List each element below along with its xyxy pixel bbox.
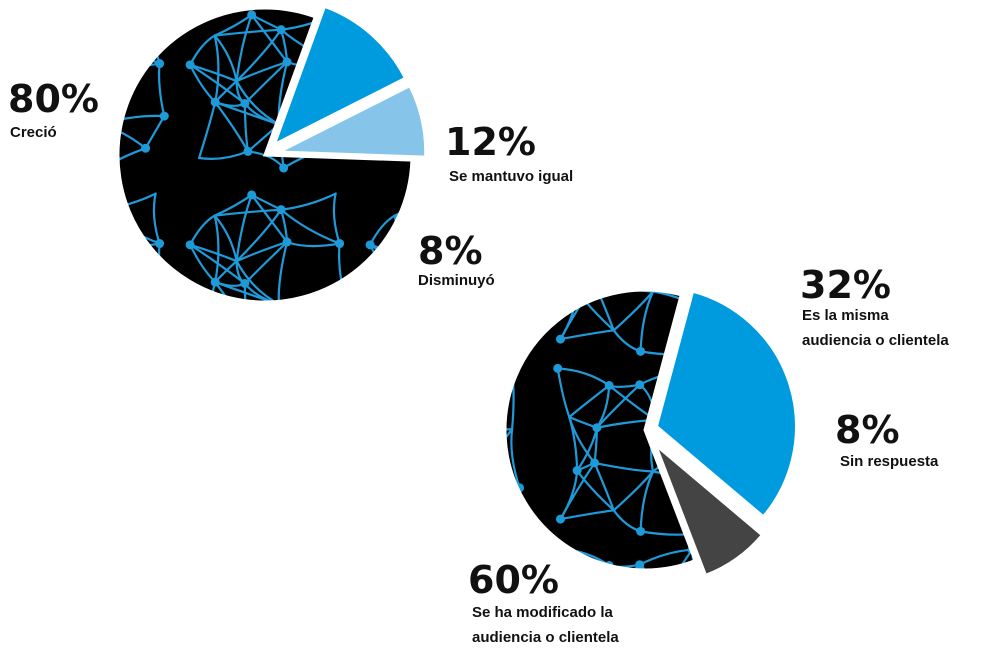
pie1-slice-1-percent: 80% (8, 77, 99, 121)
pie1-slice-2 (271, 4, 408, 148)
pie1-slice-2-label: Se mantuvo igual (449, 168, 573, 185)
pie2-slice-1-label: Es la misma (802, 307, 889, 324)
pie2-slice-3-label: Se ha modificado la (472, 604, 614, 621)
pie1-slice-1-label: Creció (10, 124, 57, 141)
pie1-slice-2-percent: 12% (445, 120, 536, 164)
pie2-slice-1-percent: 32% (800, 263, 891, 307)
pie2-slice-1 (654, 289, 798, 519)
pie1-slice-3-label: Disminuyó (418, 272, 495, 289)
pie2-slice-3 (503, 288, 698, 572)
pie1-slice-3-percent: 8% (418, 229, 483, 273)
pie2-slice-2 (654, 443, 765, 578)
pie1-slice-3 (277, 83, 428, 159)
pie1-slice-1 (116, 6, 414, 304)
pie2-slice-3-percent: 60% (468, 558, 559, 602)
pie2-slice-2-percent: 8% (835, 408, 900, 452)
pie2-slice-1-label: audiencia o clientela (802, 332, 949, 349)
pie2-slice-2-label: Sin respuesta (840, 453, 939, 470)
pie2-slice-3-label: audiencia o clientela (472, 629, 619, 646)
